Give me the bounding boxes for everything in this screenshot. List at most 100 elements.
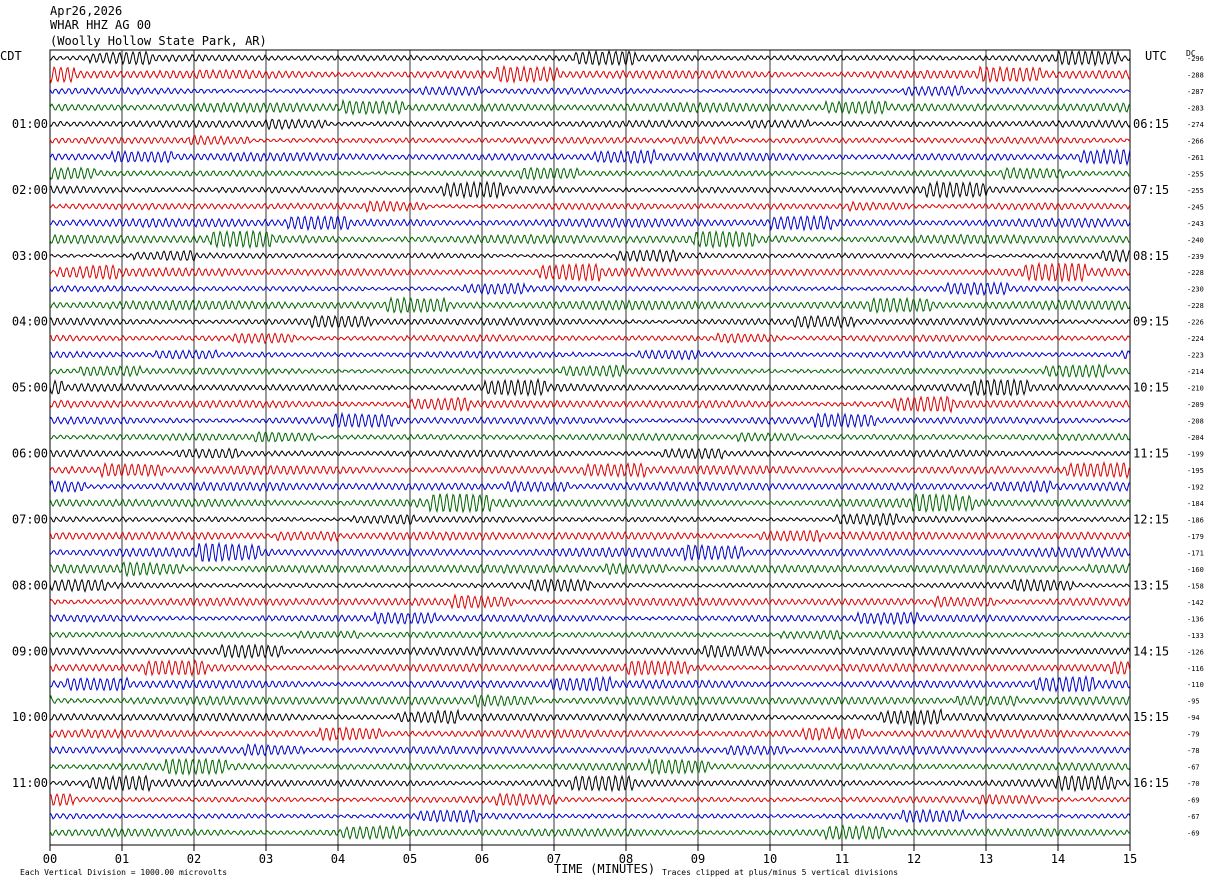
trace-line [49,774,1131,793]
dc-offset-label: -67 [1187,764,1200,772]
trace-line [50,214,1131,232]
x-tick-label: 10 [763,852,777,866]
left-hour-label: 04:00 [12,315,48,329]
right-hour-label: 08:15 [1133,249,1169,263]
x-tick-label: 07 [547,852,561,866]
trace-line [49,479,1131,494]
dc-offset-label: -171 [1187,549,1204,557]
dc-offset-label: -133 [1187,632,1204,640]
right-hour-label: 16:15 [1133,776,1169,790]
dc-offset-label: -142 [1187,599,1204,607]
left-hour-label: 05:00 [12,381,48,395]
right-hour-label: 15:15 [1133,710,1169,724]
trace-line [49,147,1131,167]
right-hour-label: 07:15 [1133,183,1169,197]
trace-line [49,229,1131,250]
trace-line [49,492,1131,514]
trace-line [49,610,1131,627]
dc-offset-label: -126 [1187,648,1204,656]
dc-offset-label: -204 [1187,434,1204,442]
dc-offset-label: -209 [1187,401,1204,409]
trace-line [49,561,1131,578]
trace-line [49,824,1131,841]
dc-offset-label: -224 [1187,335,1204,343]
dc-offset-label: -223 [1187,352,1204,360]
dc-offset-label: -110 [1187,681,1204,689]
trace-line [49,314,1131,330]
dc-offset-label: -210 [1187,385,1204,393]
dc-offset-label: -70 [1187,780,1200,788]
dc-offset-label: -243 [1187,220,1204,228]
x-tick-label: 03 [259,852,273,866]
trace-line [49,593,1131,610]
left-hour-label: 02:00 [12,183,48,197]
x-axis-label: TIME (MINUTES) [554,862,656,876]
trace-line [49,743,1131,757]
x-tick-label: 13 [979,852,993,866]
dc-offset-label: -94 [1187,714,1200,722]
dc-label: DC [1186,49,1196,58]
dc-offset-label: -69 [1187,797,1200,805]
right-hour-label: 12:15 [1133,512,1169,526]
dc-offset-label: -255 [1187,170,1204,178]
trace-line [49,49,1131,67]
left-hour-label: 08:00 [12,578,48,592]
trace-line [49,98,1131,116]
x-tick-label: 06 [475,852,489,866]
dc-offset-label: -245 [1187,203,1204,211]
dc-offset-label: -274 [1187,121,1204,129]
location-label: (Woolly Hollow State Park, AR) [50,34,267,48]
left-hour-label: 07:00 [12,512,48,526]
trace-line [49,411,1131,429]
left-hour-label: 01:00 [12,117,48,131]
x-tick-label: 09 [691,852,705,866]
left-hour-label: 10:00 [12,710,48,724]
trace-line [49,166,1131,181]
dc-offset-label: -239 [1187,253,1204,261]
right-hour-label: 06:15 [1133,117,1169,131]
dc-offset-label: -296 [1187,55,1204,63]
trace-line [49,64,1131,84]
dc-offset-label: -288 [1187,71,1204,79]
x-tick-label: 11 [835,852,849,866]
left-hour-label: 06:00 [12,447,48,461]
x-tick-label: 12 [907,852,921,866]
trace-line [49,726,1131,742]
trace-line [49,430,1131,443]
x-tick-label: 04 [331,852,345,866]
x-tick-label: 00 [43,852,57,866]
date-label: Apr26,2026 [50,4,123,18]
right-hour-label: 09:15 [1133,315,1169,329]
dc-offset-label: -67 [1187,813,1200,821]
dc-offset-label: -228 [1187,269,1204,277]
trace-line [49,460,1131,480]
dc-offset-label: -226 [1187,319,1204,327]
trace-line [49,395,1131,414]
dc-offset-label: -261 [1187,154,1204,162]
trace-line [49,377,1131,397]
right-timezone-label: UTC [1145,49,1167,63]
x-tick-label: 02 [187,852,201,866]
trace-line [49,674,1131,693]
left-hour-label: 03:00 [12,249,48,263]
dc-offset-label: -255 [1187,187,1204,195]
x-tick-label: 14 [1051,852,1065,866]
left-timezone-label: CDT [0,49,22,63]
dc-offset-label: -179 [1187,533,1204,541]
trace-line [49,332,1131,345]
dc-offset-label: -78 [1187,747,1200,755]
x-tick-label: 15 [1123,852,1137,866]
station-label: WHAR HHZ AG 00 [50,18,152,32]
trace-line [49,281,1131,297]
dc-offset-label: -214 [1187,368,1204,376]
dc-offset-label: -136 [1187,615,1204,623]
trace-line [49,808,1131,824]
dc-offset-label: -184 [1187,500,1204,508]
plot-frame [49,49,1131,846]
trace-line [49,134,1131,146]
trace-line [49,447,1131,460]
dc-offset-label: -195 [1187,467,1204,475]
footer-clip-note: Traces clipped at plus/minus 5 vertical … [662,868,899,877]
trace-line [49,529,1131,543]
dc-offset-label: -199 [1187,451,1204,459]
